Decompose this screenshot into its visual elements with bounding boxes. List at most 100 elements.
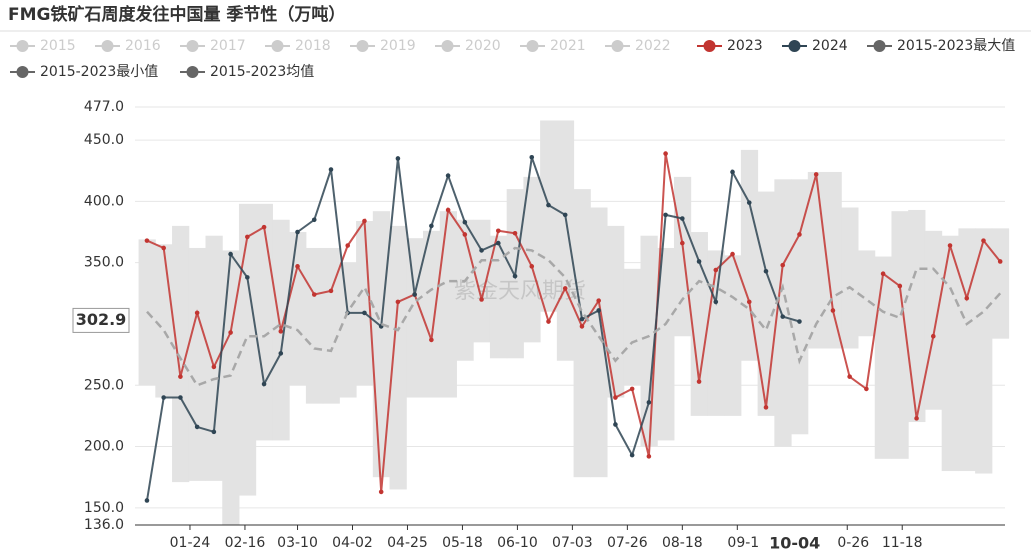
data-point <box>713 267 719 273</box>
range-band <box>172 225 190 483</box>
range-band <box>757 191 775 416</box>
range-band <box>874 256 892 459</box>
data-point <box>780 262 786 268</box>
data-point <box>228 330 233 335</box>
range-band <box>724 255 742 416</box>
legend-marker <box>101 40 114 52</box>
data-point <box>696 259 702 264</box>
range-band <box>707 250 725 416</box>
data-point <box>429 337 434 343</box>
pointer-y-label: 302.9 <box>76 310 127 329</box>
data-point <box>479 248 484 253</box>
data-point <box>613 395 618 400</box>
range-band <box>289 232 307 386</box>
x-tick-label: 04-25 <box>387 535 428 551</box>
data-point <box>763 405 769 410</box>
data-point <box>579 316 585 322</box>
data-point <box>763 268 769 274</box>
legend-label[interactable]: 2021 <box>550 38 586 54</box>
legend-label[interactable]: 2016 <box>125 38 161 54</box>
data-point <box>746 299 752 305</box>
data-point <box>830 308 836 313</box>
data-point <box>144 498 150 503</box>
data-point <box>311 292 317 297</box>
legend-label[interactable]: 2018 <box>295 38 331 54</box>
data-point <box>964 295 970 301</box>
data-point <box>730 251 735 257</box>
range-band <box>489 235 508 359</box>
legend-label[interactable]: 2019 <box>380 38 416 54</box>
data-point <box>512 273 518 279</box>
x-tick-label: 09-1 <box>727 535 759 551</box>
range-band <box>556 120 575 361</box>
data-point <box>864 386 869 392</box>
range-band <box>573 189 591 478</box>
data-point <box>245 234 250 240</box>
data-point <box>713 299 719 305</box>
data-point <box>546 202 551 208</box>
legend-label[interactable]: 2023 <box>727 38 763 54</box>
data-point <box>629 452 635 458</box>
data-point <box>362 310 367 316</box>
range-band <box>673 176 692 337</box>
legend-label[interactable]: 2015-2023最小值 <box>40 64 158 80</box>
y-tick-label: 450.0 <box>84 132 124 148</box>
data-point <box>412 292 417 297</box>
data-point <box>495 228 501 234</box>
data-point <box>813 172 819 177</box>
data-point <box>562 212 568 218</box>
data-point <box>646 400 652 405</box>
legend-marker <box>788 40 801 52</box>
legend-marker <box>526 40 539 52</box>
data-point <box>144 238 150 243</box>
legend-marker <box>16 40 29 52</box>
data-point <box>479 297 484 302</box>
data-point <box>797 319 802 324</box>
data-point <box>211 429 217 435</box>
data-point <box>981 238 986 243</box>
x-tick-label: 03-10 <box>277 535 318 551</box>
legend-label[interactable]: 2015 <box>40 38 76 54</box>
data-point <box>311 217 317 223</box>
legend-label[interactable]: 2015-2023均值 <box>210 64 314 80</box>
data-point <box>228 251 233 257</box>
data-point <box>880 271 886 277</box>
range-band <box>958 228 976 472</box>
data-point <box>194 310 200 316</box>
data-point <box>495 240 501 246</box>
data-point <box>579 324 585 329</box>
legend-label[interactable]: 2020 <box>465 38 501 54</box>
x-tick-label: 04-02 <box>332 535 373 551</box>
data-point <box>161 245 166 251</box>
data-point <box>562 286 568 291</box>
data-point <box>462 219 468 225</box>
series-line <box>146 156 800 501</box>
legend-marker <box>356 40 369 52</box>
data-point <box>780 314 786 319</box>
data-point <box>278 351 284 356</box>
legend-label[interactable]: 2024 <box>812 38 848 54</box>
data-point <box>245 275 250 280</box>
range-band <box>255 203 273 441</box>
legend-label[interactable]: 2022 <box>635 38 671 54</box>
data-point <box>295 264 300 269</box>
data-point <box>261 381 267 387</box>
x-tick-label: 01-24 <box>170 535 211 551</box>
y-tick-label: 250.0 <box>84 377 124 393</box>
data-point <box>997 259 1003 264</box>
pointer-x-label: 10-04 <box>769 534 820 553</box>
range-band <box>238 203 257 496</box>
range-band <box>991 228 1010 339</box>
data-point <box>178 395 183 400</box>
y-tick-label: 477.0 <box>84 99 124 115</box>
range-band <box>356 221 374 386</box>
data-point <box>529 154 535 160</box>
range-band <box>372 211 391 478</box>
legend-label[interactable]: 2015-2023最大值 <box>897 38 1015 54</box>
range-band <box>423 230 441 398</box>
series-line <box>146 246 1002 387</box>
legend-label[interactable]: 2017 <box>210 38 246 54</box>
data-point <box>746 200 752 205</box>
data-point <box>395 299 401 305</box>
range-band <box>439 211 457 398</box>
